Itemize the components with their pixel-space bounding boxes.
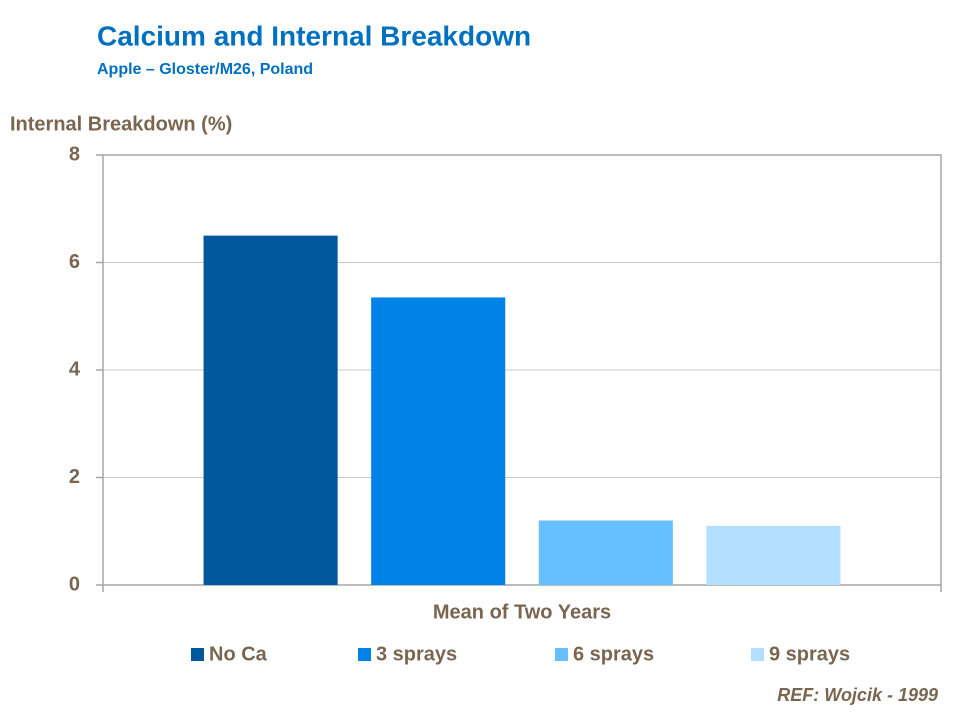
y-tick-label: 4 bbox=[69, 358, 81, 380]
legend-marker bbox=[751, 648, 764, 661]
legend-label: 3 sprays bbox=[376, 643, 457, 665]
y-tick-label: 6 bbox=[69, 251, 80, 273]
legend-label: 9 sprays bbox=[769, 643, 850, 665]
legend-marker bbox=[555, 648, 568, 661]
y-tick-label: 8 bbox=[69, 143, 80, 165]
legend-label: No Ca bbox=[209, 643, 268, 665]
annotation: REF: Wojcik - 1999 bbox=[777, 685, 938, 705]
y-tick-label: 0 bbox=[69, 573, 80, 595]
y-axis-title: Internal Breakdown (%) bbox=[10, 113, 232, 135]
bar bbox=[371, 297, 506, 585]
x-tick-label: Mean of Two Years bbox=[433, 601, 611, 623]
y-tick-label: 2 bbox=[69, 466, 80, 488]
legend-label: 6 sprays bbox=[573, 643, 654, 665]
plot-border bbox=[102, 154, 942, 586]
legend-marker bbox=[191, 648, 204, 661]
bar bbox=[706, 525, 841, 585]
bar bbox=[203, 235, 338, 585]
chart-subtitle: Apple – Gloster/M26, Poland bbox=[97, 61, 313, 78]
bar bbox=[538, 520, 673, 585]
chart-title: Calcium and Internal Breakdown bbox=[97, 20, 531, 51]
legend-marker bbox=[358, 648, 371, 661]
